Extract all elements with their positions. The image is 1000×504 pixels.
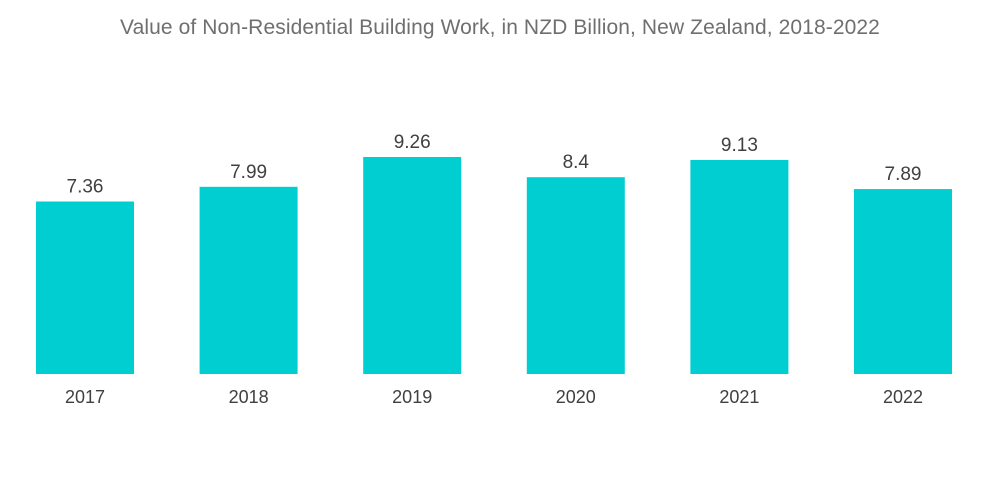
bar-2022 — [854, 189, 952, 374]
bar-2020 — [526, 177, 625, 374]
x-tick-2018: 2018 — [229, 387, 269, 407]
value-label-2019: 9.26 — [394, 132, 431, 153]
x-axis-ticks: 2017 2018 2019 2020 2021 2022 — [65, 387, 923, 407]
bar-2019 — [363, 157, 462, 374]
chart-title: Value of Non-Residential Building Work, … — [120, 16, 880, 39]
bar-2017 — [36, 201, 134, 374]
bars-layer — [36, 157, 952, 374]
x-tick-2017: 2017 — [65, 387, 105, 407]
value-label-2018: 7.99 — [230, 162, 267, 183]
value-label-2022: 7.89 — [885, 164, 922, 185]
x-tick-2019: 2019 — [392, 387, 432, 407]
x-tick-2021: 2021 — [719, 387, 759, 407]
bar-2021 — [690, 160, 789, 374]
value-label-2020: 8.4 — [563, 152, 590, 173]
bar-2018 — [199, 186, 298, 374]
value-label-2021: 9.13 — [721, 135, 758, 156]
x-tick-2022: 2022 — [883, 387, 923, 407]
value-label-2017: 7.36 — [67, 177, 104, 198]
x-tick-2020: 2020 — [556, 387, 596, 407]
value-labels-layer: 7.36 7.99 9.26 8.4 9.13 7.89 — [67, 132, 922, 198]
